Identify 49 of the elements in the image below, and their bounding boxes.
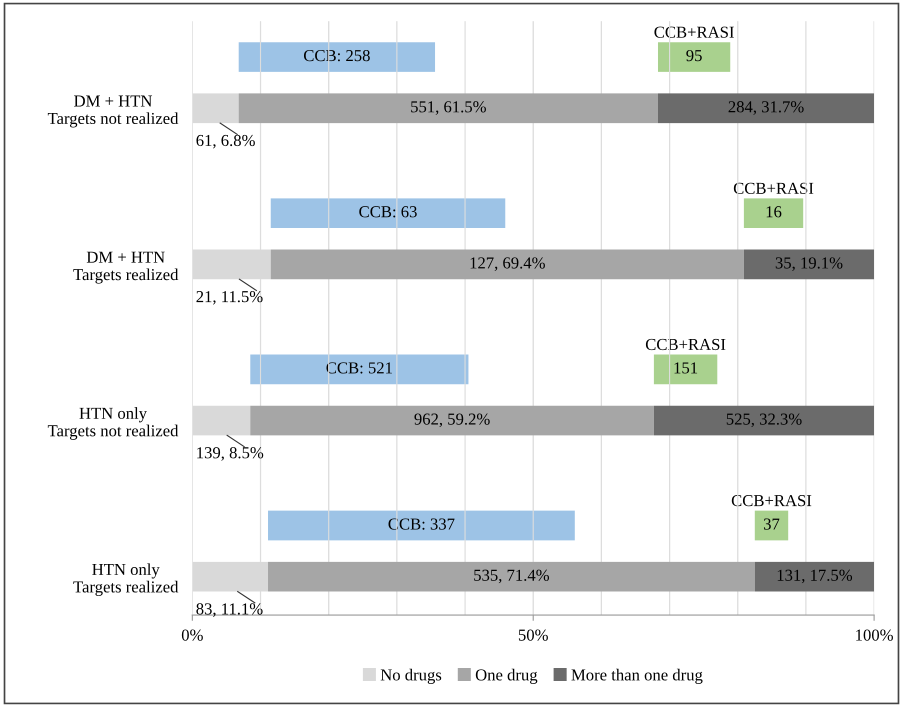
data-label: 83, 11.1%: [196, 603, 263, 617]
bar: [270, 198, 506, 228]
bar: [268, 562, 755, 592]
x-tick-label: 100%: [856, 629, 893, 641]
bar: [250, 354, 468, 384]
bar: [754, 510, 788, 540]
annotation: 95: [686, 50, 702, 62]
series-label: CCB+RASI: [654, 26, 734, 38]
annotation: CCB: 63: [359, 206, 417, 218]
bar: [250, 406, 654, 436]
data-label: 131, 17.5%: [778, 570, 852, 584]
data-label: 551, 61.5%: [411, 101, 486, 115]
text: CCB+RASI: [732, 495, 812, 506]
text: CCB+RASI: [646, 338, 726, 350]
legend-label: No drugs: [380, 668, 442, 684]
bar: [658, 42, 730, 72]
x-tick-label: 50%: [518, 629, 548, 641]
data-label: 284, 31.7%: [728, 101, 804, 115]
y-tick-label: HTN only Targets realized: [73, 563, 178, 596]
bar: [238, 93, 658, 124]
bar: [658, 93, 874, 124]
text: CCB+RASI: [734, 182, 814, 194]
y-tick-label: DM + HTN Targets not realized: [48, 96, 178, 128]
bar: [744, 250, 874, 280]
data-label: 127, 69.4%: [470, 257, 545, 271]
data-label: 21, 11.5%: [196, 290, 263, 305]
data-label: 61, 6.8%: [196, 134, 255, 148]
data-label: 139, 8.5%: [197, 447, 264, 461]
bar: [654, 406, 874, 436]
bar: [654, 354, 718, 384]
data-label: 535, 71.4%: [474, 570, 550, 584]
x-tick-label: 0%: [182, 629, 203, 641]
bar: [238, 42, 436, 72]
bar: [744, 198, 804, 228]
annotation: 16: [766, 206, 782, 218]
annotation: CCB: 521: [326, 362, 392, 374]
data-label: 525, 32.3%: [726, 413, 802, 428]
legend-label: One drug: [476, 668, 538, 684]
annotation: CCB: 337: [388, 518, 455, 530]
bar: [754, 562, 874, 592]
bar: [268, 510, 575, 540]
legend-label: More than one drug: [571, 668, 703, 684]
data-label: 962, 59.2%: [414, 413, 490, 428]
bar: [270, 250, 744, 280]
y-tick-label: DM + HTN Targets realized: [73, 252, 178, 284]
data-label: 35, 19.1%: [776, 257, 842, 271]
annotation: 151: [674, 362, 698, 374]
y-tick-label: HTN only Targets not realized: [48, 407, 178, 440]
annotation: 37: [764, 518, 780, 530]
